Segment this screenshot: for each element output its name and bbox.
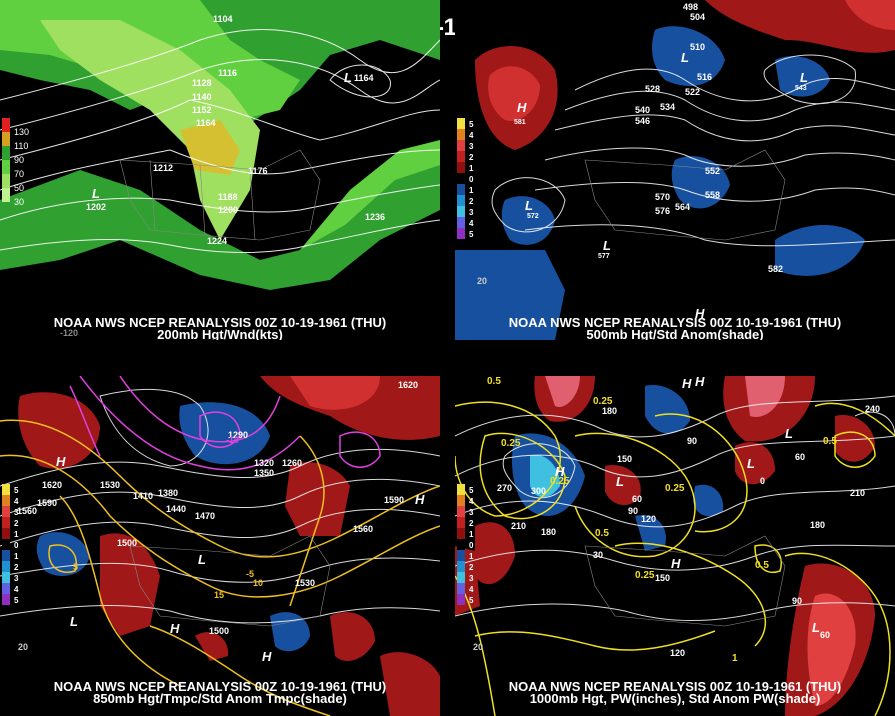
caption-200mb-line2: 200mb Hgt/Wnd(kts): [157, 327, 283, 340]
caption-500mb-line2: 500mb Hgt/Std Anom(shade): [586, 327, 764, 340]
legend-850mb: [2, 484, 12, 605]
caption-500mb-line1: NOAA NWS NCEP REANALYSIS 00Z 10-19-1961 …: [508, 315, 842, 330]
legend-1000mb: [457, 484, 467, 605]
map-1000mb: [455, 376, 895, 716]
caption-1000mb-line2: 1000mb Hgt, PW(inches), Std Anom PW(shad…: [529, 691, 821, 706]
caption-1000mb-line1: NOAA NWS NCEP REANALYSIS 00Z 10-19-1961 …: [508, 679, 842, 694]
panel-200mb: 130 110 90 70 50 30 1104 1116 1128 1140 115…: [0, 0, 440, 340]
caption-850mb-line2: 850mb Hgt/Tmpc/Std Anom Tmpc(shade): [93, 691, 347, 706]
legend-200mb: [2, 118, 12, 202]
caption-200mb-line1: NOAA NWS NCEP REANALYSIS 00Z 10-19-1961 …: [53, 315, 387, 330]
legend-500mb: [457, 118, 467, 239]
caption-850mb-line1: NOAA NWS NCEP REANALYSIS 00Z 10-19-1961 …: [53, 679, 387, 694]
map-500mb: [455, 0, 895, 340]
legend-200mb-labels: 130 110 90 70 50 30: [14, 127, 30, 207]
map-850mb: [0, 376, 440, 716]
map-200mb: [0, 0, 440, 340]
